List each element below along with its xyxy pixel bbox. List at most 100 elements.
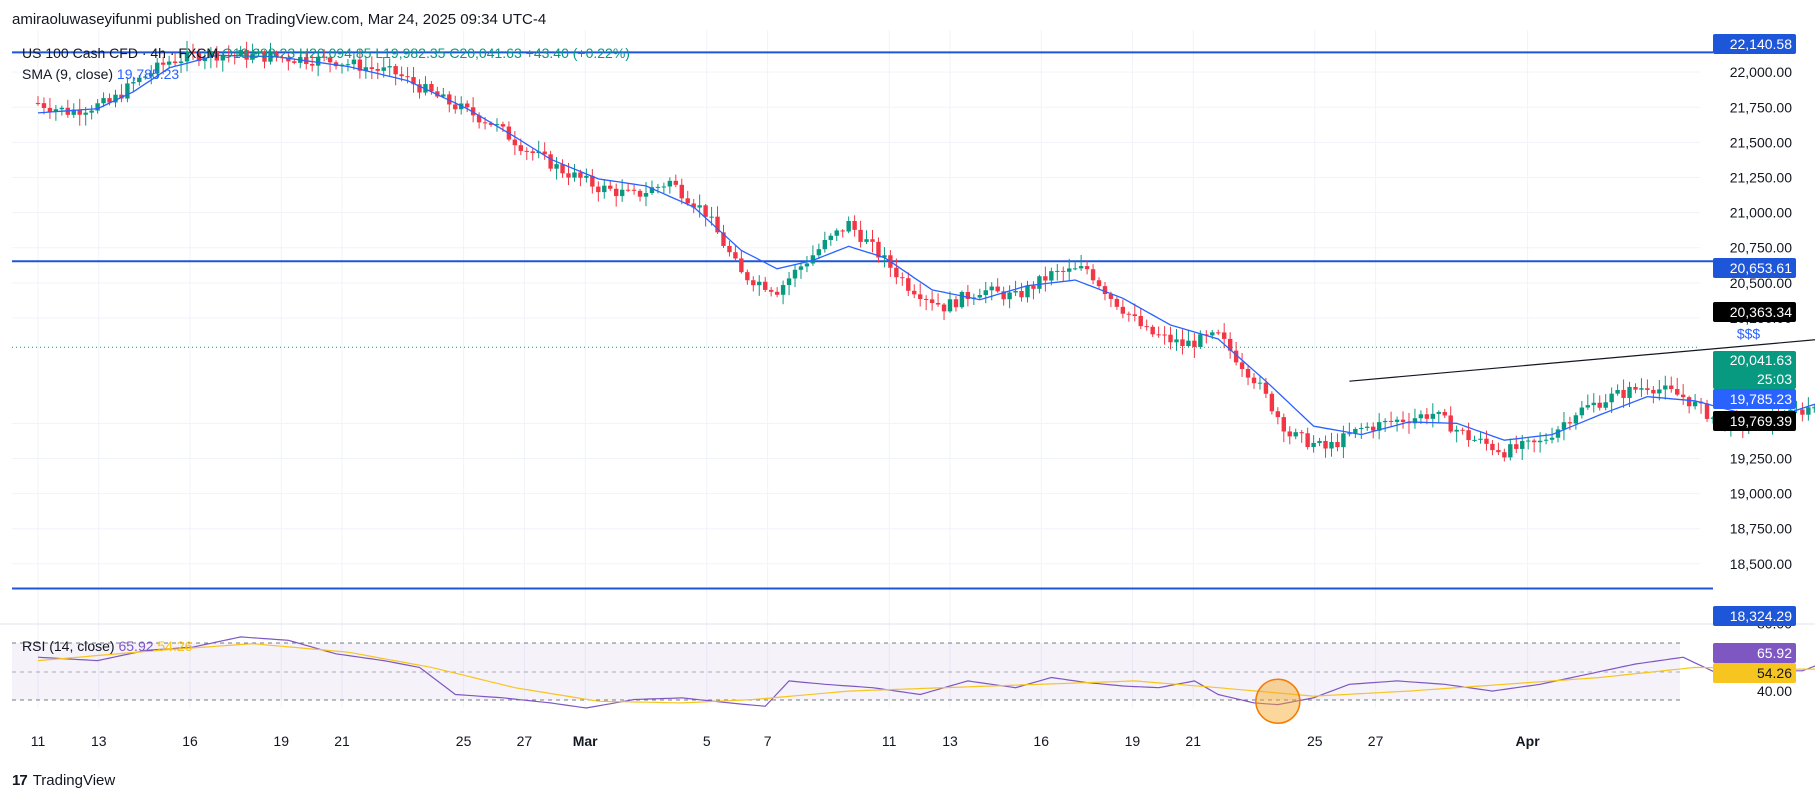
candle-body xyxy=(1096,280,1102,287)
candle xyxy=(1025,280,1030,303)
candle xyxy=(1680,384,1686,406)
candle-body xyxy=(1382,420,1388,423)
candle xyxy=(172,52,178,66)
candle xyxy=(1216,329,1221,336)
candle xyxy=(1591,393,1596,413)
candle xyxy=(1675,377,1680,397)
candle xyxy=(1800,402,1805,422)
candle xyxy=(828,233,833,246)
candle xyxy=(518,138,524,156)
candle-body xyxy=(160,62,166,65)
candle xyxy=(423,76,428,96)
candle-body xyxy=(1561,422,1567,430)
candle-body xyxy=(1490,443,1495,451)
candle-body xyxy=(1305,433,1310,448)
badge-rsi: 65.92 xyxy=(1713,643,1796,663)
rsi-legend[interactable]: RSI (14, close) 65.92 54.26 xyxy=(22,638,192,654)
candle xyxy=(625,183,631,193)
candle-body xyxy=(923,298,929,300)
candle-body xyxy=(643,193,649,197)
price-tick-label: 21,000.00 xyxy=(1730,205,1792,221)
footer[interactable]: 17 TradingView xyxy=(12,772,115,789)
candle-body xyxy=(542,151,547,155)
candle-body xyxy=(596,186,601,193)
candle xyxy=(184,40,190,72)
candle-body xyxy=(929,299,935,304)
candle-body xyxy=(190,51,196,54)
candle-body xyxy=(989,286,994,291)
candle xyxy=(1567,416,1573,431)
candle xyxy=(357,49,363,79)
candle xyxy=(1347,422,1352,437)
candle-body xyxy=(500,124,506,127)
sma-legend[interactable]: SMA (9, close) 19,785.23 xyxy=(22,66,179,82)
candle-body xyxy=(256,51,261,54)
candle xyxy=(506,121,512,142)
candle-body xyxy=(1287,431,1292,437)
candle xyxy=(780,280,786,305)
candle xyxy=(810,245,816,266)
bar-countdown: 25:03 xyxy=(1756,371,1792,387)
candle-body xyxy=(345,64,351,66)
candle xyxy=(608,180,613,192)
candle xyxy=(798,262,804,279)
candle xyxy=(524,147,529,160)
candle xyxy=(590,169,595,194)
candle xyxy=(89,105,94,120)
candle-body xyxy=(619,189,625,197)
candle-body xyxy=(1269,393,1275,412)
candle-body xyxy=(77,109,82,115)
candle-body xyxy=(774,291,780,295)
candle-body xyxy=(560,164,565,174)
candle-body xyxy=(113,94,118,103)
candle xyxy=(220,52,225,72)
candle xyxy=(1466,422,1471,447)
candle-body xyxy=(1579,407,1585,416)
candle xyxy=(1078,254,1084,271)
candle xyxy=(673,174,679,188)
candle-body xyxy=(745,272,750,281)
candle-body xyxy=(107,98,112,103)
candle xyxy=(393,63,398,86)
published-header: amiraoluwaseyifunmi published on Trading… xyxy=(12,11,547,28)
symbol-legend[interactable]: US 100 Cash CFD · 4h · FXCM O19,998.23 H… xyxy=(22,45,630,61)
candle-body xyxy=(1549,437,1555,440)
candle xyxy=(959,290,965,309)
candle-body xyxy=(1227,338,1233,351)
candle xyxy=(1400,411,1406,429)
candle xyxy=(1204,330,1209,344)
candle xyxy=(1114,296,1120,310)
candle-body xyxy=(1388,420,1394,422)
candle-body xyxy=(1418,414,1424,419)
candle xyxy=(1013,280,1018,297)
candle xyxy=(1305,427,1310,450)
liquidity-annotation: $$$ xyxy=(1737,326,1761,342)
candle xyxy=(1227,332,1233,359)
candle xyxy=(1669,376,1674,393)
candle-body xyxy=(1692,401,1698,407)
candle-body xyxy=(1341,433,1346,448)
candle-body xyxy=(375,69,380,71)
candle xyxy=(667,177,673,194)
candle xyxy=(1335,433,1340,452)
candle-body xyxy=(131,82,136,84)
candle-body xyxy=(286,57,291,62)
price-tick-label: 18,500.00 xyxy=(1730,556,1792,572)
candle xyxy=(572,164,577,182)
candle xyxy=(315,52,321,77)
price-tick-label: 20,500.00 xyxy=(1730,275,1792,291)
candle-body xyxy=(1210,332,1215,336)
candle xyxy=(774,287,780,298)
candle xyxy=(1299,429,1304,443)
time-tick-label: 21 xyxy=(1185,733,1201,749)
candle-body xyxy=(953,299,959,308)
candle-body xyxy=(1132,314,1137,317)
candle-body xyxy=(1353,429,1358,434)
candle xyxy=(512,130,518,155)
candle-body xyxy=(983,290,988,296)
candle-body xyxy=(1645,388,1650,390)
candle-body xyxy=(661,186,667,188)
candle-body xyxy=(369,67,375,70)
candle-body xyxy=(1013,290,1018,293)
